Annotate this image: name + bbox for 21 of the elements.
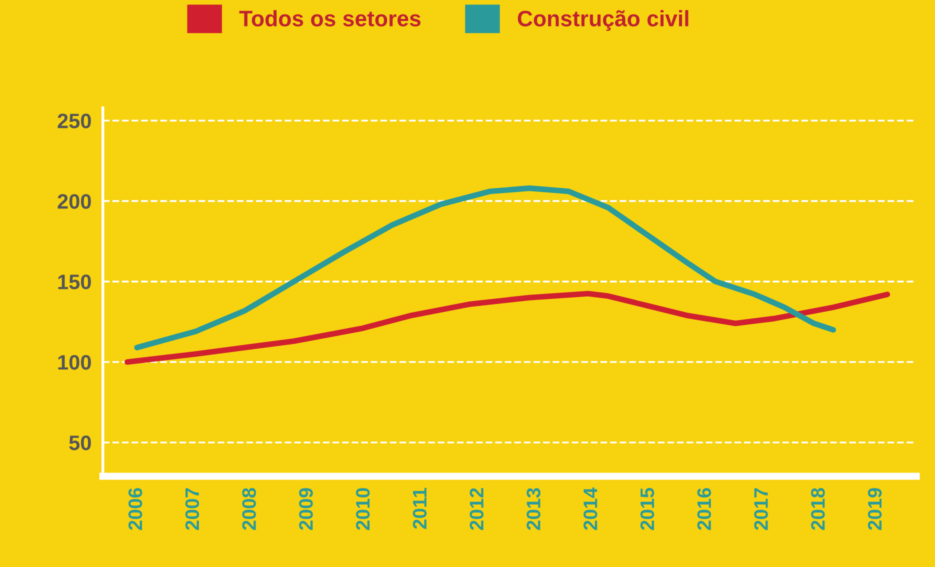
x-tick-label: 2015 bbox=[640, 488, 654, 530]
x-tick-label: 2019 bbox=[868, 488, 882, 530]
x-tick-label: 2010 bbox=[356, 488, 370, 530]
y-tick-label: 200 bbox=[58, 194, 91, 209]
y-tick-label: 100 bbox=[58, 355, 91, 370]
x-tick-label: 2017 bbox=[754, 488, 768, 530]
x-tick-label: 2018 bbox=[811, 488, 825, 530]
legend-label: Construção civil bbox=[518, 10, 688, 31]
legend-label: Todos os setores bbox=[239, 10, 420, 26]
y-tick-label: 250 bbox=[58, 114, 91, 128]
x-tick-label: 2012 bbox=[470, 488, 484, 530]
x-tick-label: 2016 bbox=[697, 488, 712, 530]
x-tick-label: 2013 bbox=[526, 488, 540, 530]
x-tick-label: 2014 bbox=[584, 487, 598, 530]
x-tick-label: 2008 bbox=[242, 488, 256, 530]
x-tick-label: 2006 bbox=[128, 488, 142, 530]
y-tick-label: 150 bbox=[58, 274, 91, 290]
y-tick-label: 50 bbox=[69, 435, 91, 450]
x-tick-label: 2011 bbox=[412, 488, 427, 529]
x-tick-label: 2009 bbox=[299, 488, 313, 530]
x-tick-label: 2007 bbox=[185, 488, 200, 530]
